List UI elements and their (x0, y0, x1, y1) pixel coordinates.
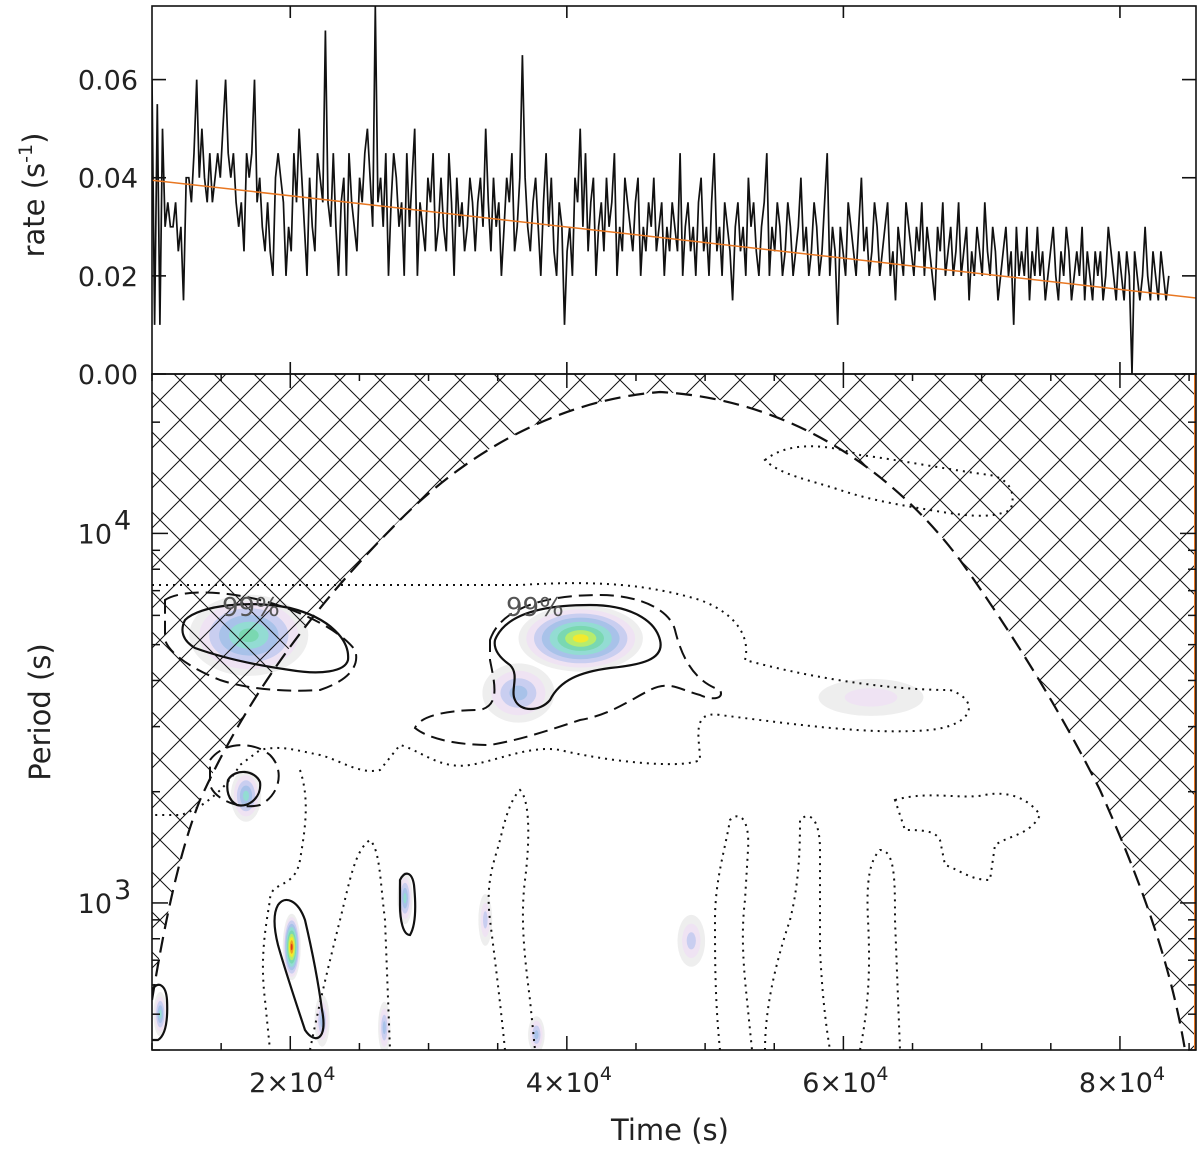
wavelet-y-axis-title: Period (s) (23, 643, 57, 780)
wavelet-xtick-label: 6×104 (802, 1063, 888, 1099)
power-blob-level (483, 911, 488, 929)
power-blob-level (290, 943, 293, 951)
contour-dotted-lowmid (261, 769, 901, 1050)
power-blob-level (534, 1030, 539, 1040)
wavelet-ytick-label: 10 (78, 889, 112, 920)
lightcurve-panel: 0.00 0.02 0.04 0.06 rate (s-1) (15, 5, 1197, 391)
lightcurve-line (152, 6, 1170, 374)
contour-solid-small-3 (398, 872, 417, 937)
wavelet-x-ticks: 2×104 4×104 6×104 8×104 (151, 374, 1190, 1099)
wavelet-xtick-label: 8×104 (1079, 1063, 1165, 1099)
lightcurve-y-axis-title: rate (s-1) (15, 133, 51, 258)
contour-dotted-lowright (893, 792, 1042, 882)
significance-label-mid: 99% (506, 593, 564, 623)
contour-solid-small-2 (273, 898, 325, 1040)
power-blob-level (403, 893, 407, 904)
wavelet-ytick-exponent: 4 (114, 505, 131, 536)
wavelet-ytick-label: 10 (78, 519, 112, 550)
wavelet-frame (151, 373, 1197, 1051)
wavelet-xtick-label: 4×104 (526, 1063, 612, 1099)
lightcurve-x-ticks (289, 6, 1121, 374)
power-blob-level (158, 1009, 162, 1019)
wavelet-xtick-label: 2×104 (249, 1063, 335, 1099)
power-blob-level (686, 932, 696, 950)
lightcurve-plot-area (152, 6, 1196, 374)
lightcurve-ytick-label: 0.02 (78, 262, 138, 293)
contour-dotted-main (152, 582, 970, 816)
coi-hatched-region (152, 374, 1196, 1050)
trend-line (152, 179, 1196, 299)
wavelet-plot-area (152, 374, 1196, 1050)
contour-solid-99-mid (493, 603, 662, 711)
power-blob-level (243, 790, 249, 801)
lightcurve-ytick-label: 0.06 (78, 66, 138, 97)
wavelet-ytick-exponent: 3 (114, 875, 131, 906)
power-blob-level (382, 1021, 386, 1035)
significance-label-left: 99% (222, 593, 280, 623)
lightcurve-ytick-label: 0.04 (78, 164, 138, 195)
lightcurve-ytick-label: 0.00 (78, 360, 138, 391)
power-blob-level (844, 688, 898, 707)
wavelet-x-axis-title: Time (s) (610, 1113, 729, 1147)
cone-of-influence (152, 374, 1196, 1050)
lightcurve-y-ticks: 0.00 0.02 0.04 0.06 (78, 66, 1196, 391)
power-blob-level (572, 634, 589, 643)
power-blob-level (509, 685, 528, 701)
coi-dashed-boundary (152, 390, 1187, 1050)
contour-solid-small-1 (226, 770, 262, 807)
